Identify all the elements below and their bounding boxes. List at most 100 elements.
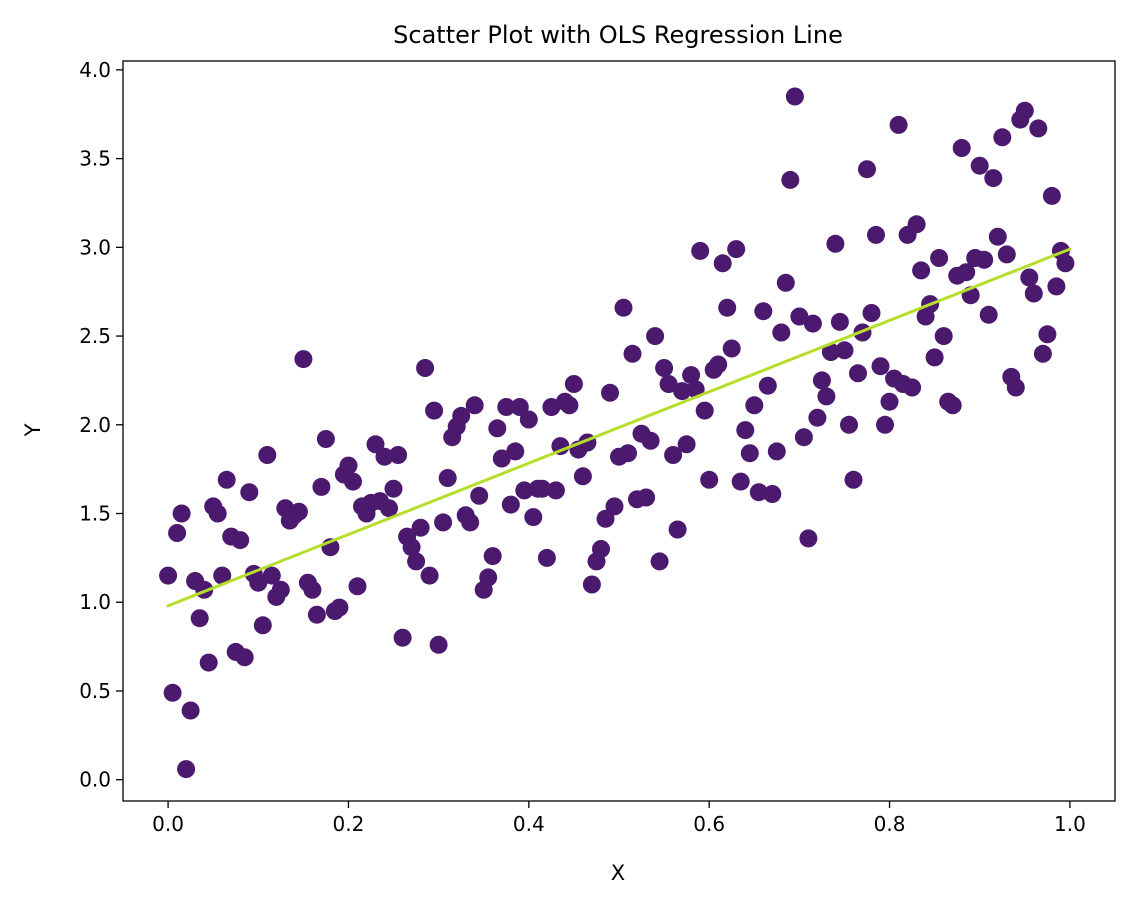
data-point	[997, 245, 1016, 264]
data-point	[515, 481, 534, 500]
x-tick-label: 1.0	[1054, 812, 1086, 836]
data-point	[641, 431, 660, 450]
data-point	[465, 396, 484, 415]
data-point	[934, 327, 953, 346]
data-point	[736, 421, 755, 440]
data-point	[659, 375, 678, 393]
data-point	[984, 169, 1003, 188]
data-point	[700, 470, 719, 489]
data-point	[1029, 119, 1048, 138]
data-point	[240, 483, 259, 502]
y-tick-label: 0.0	[79, 768, 111, 792]
data-point	[501, 495, 520, 514]
data-point	[393, 628, 412, 647]
data-point	[605, 497, 624, 516]
data-point	[826, 234, 845, 253]
data-point	[691, 241, 710, 260]
data-point	[339, 456, 358, 475]
data-point	[316, 430, 335, 448]
data-point	[677, 435, 696, 454]
data-point	[249, 573, 268, 592]
data-point	[835, 341, 854, 360]
data-point	[402, 538, 421, 557]
data-point	[1024, 284, 1043, 303]
data-point	[564, 375, 583, 393]
data-point	[763, 485, 782, 503]
data-point	[1047, 277, 1066, 296]
data-point	[181, 701, 200, 720]
data-point	[840, 415, 858, 434]
data-point	[952, 139, 971, 157]
y-tick-label: 1.0	[79, 590, 111, 614]
data-point	[560, 396, 579, 415]
data-point	[821, 343, 840, 361]
data-point	[975, 250, 994, 269]
data-point	[483, 547, 502, 566]
data-point	[537, 548, 556, 567]
y-axis-label: Y	[21, 423, 45, 437]
data-point	[889, 115, 908, 134]
data-point	[348, 577, 367, 596]
data-point	[434, 513, 453, 532]
data-point	[524, 508, 543, 527]
data-point	[488, 419, 507, 438]
data-point	[384, 479, 403, 498]
data-point	[943, 396, 962, 415]
data-point	[722, 339, 741, 358]
axes-frame	[122, 60, 1116, 802]
data-point	[790, 307, 809, 326]
data-point	[830, 312, 849, 331]
data-point	[912, 261, 931, 280]
data-point	[1042, 186, 1061, 205]
data-point	[799, 529, 818, 548]
data-point	[907, 215, 926, 234]
data-point	[573, 467, 592, 486]
data-point	[695, 401, 714, 420]
data-point	[420, 566, 439, 585]
data-point	[303, 580, 322, 599]
data-point	[199, 653, 218, 672]
data-point	[709, 355, 728, 374]
data-point	[781, 170, 800, 189]
data-point	[375, 447, 394, 466]
data-point	[646, 327, 665, 346]
data-point	[596, 509, 615, 528]
data-point	[262, 566, 281, 585]
data-point	[289, 502, 308, 521]
data-point	[862, 304, 881, 322]
data-point	[979, 305, 998, 324]
data-point	[533, 479, 552, 498]
x-axis-label: X	[611, 861, 625, 885]
x-tick-label: 0.0	[152, 812, 184, 836]
data-point	[213, 566, 232, 585]
data-point	[772, 323, 791, 342]
data-point	[380, 499, 398, 518]
data-point	[479, 568, 498, 587]
data-point	[623, 344, 642, 363]
data-point	[1056, 254, 1075, 273]
data-point	[163, 683, 182, 702]
data-point	[637, 488, 656, 507]
data-point	[876, 415, 894, 434]
data-point	[993, 128, 1012, 147]
points-layer	[159, 87, 1075, 779]
data-point	[867, 225, 885, 244]
data-point	[307, 605, 326, 624]
data-point	[1006, 378, 1025, 397]
data-point	[407, 552, 426, 571]
y-tick-label: 3.5	[79, 147, 111, 171]
data-point	[497, 398, 516, 416]
data-point	[957, 263, 976, 282]
data-point	[970, 156, 989, 175]
data-point	[844, 470, 863, 489]
regression-line	[166, 247, 1072, 608]
data-point	[619, 444, 637, 463]
data-point	[803, 314, 822, 333]
data-point	[366, 435, 385, 454]
data-point	[614, 298, 633, 317]
data-point	[510, 398, 529, 416]
data-point	[551, 437, 570, 456]
y-tick-label: 2.5	[79, 324, 111, 348]
